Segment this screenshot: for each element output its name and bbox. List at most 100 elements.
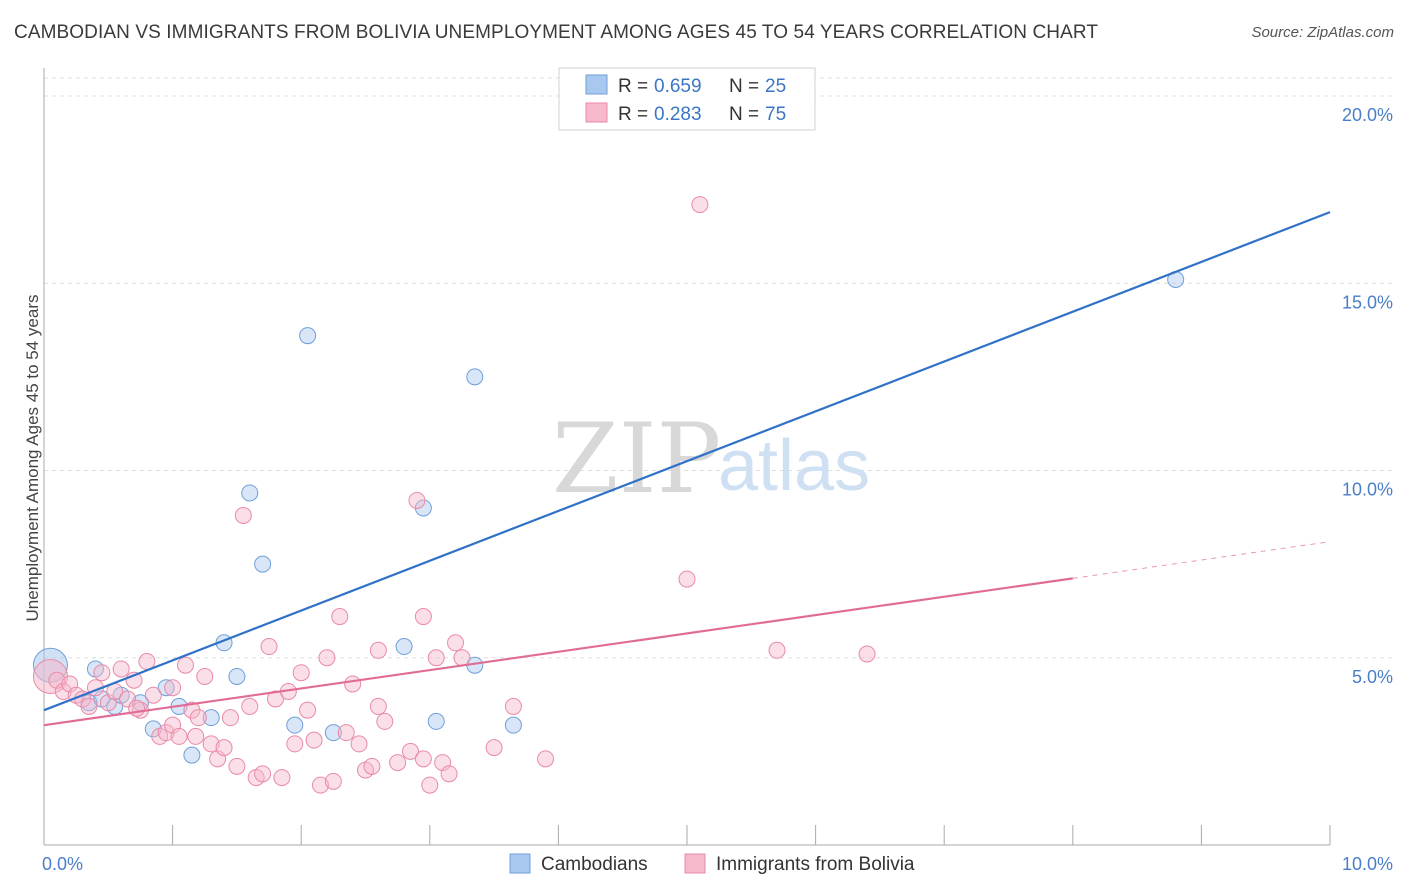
- point-bolivia-50: [363, 757, 381, 775]
- points-layer: [32, 196, 1185, 794]
- trend-line-cambodians: [43, 211, 1331, 712]
- point-bolivia-74: [369, 641, 387, 659]
- point-bolivia-72: [187, 727, 205, 745]
- y-tick-label-0: 5.0%: [1352, 667, 1393, 687]
- y-tick-label-1: 10.0%: [1342, 480, 1393, 500]
- point-bolivia-36: [273, 769, 291, 787]
- point-bolivia-48: [350, 735, 368, 753]
- point-bolivia-28: [221, 709, 239, 727]
- trend-line-bolivia: [43, 577, 1073, 727]
- point-bolivia-70: [164, 679, 182, 697]
- point-bolivia-69: [858, 645, 876, 663]
- bottom-legend-label-bolivia: Immigrants from Bolivia: [716, 854, 915, 875]
- point-bolivia-30: [234, 506, 252, 524]
- point-bolivia-27: [215, 739, 233, 757]
- point-bolivia-68: [768, 641, 786, 659]
- point-bolivia-20: [170, 727, 188, 745]
- legend-swatch-cambodians: [585, 74, 608, 95]
- point-bolivia-64: [504, 697, 522, 715]
- point-bolivia-25: [202, 735, 220, 753]
- legend-r-value-0: 0.659: [654, 76, 702, 97]
- point-bolivia-34: [260, 638, 278, 656]
- point-bolivia-16: [144, 686, 162, 704]
- point-bolivia-12: [119, 690, 137, 708]
- trend-layer: [43, 211, 1331, 727]
- x-tick-label-0: 0.0%: [42, 854, 83, 874]
- point-bolivia-31: [241, 697, 259, 715]
- legend-swatch-bolivia: [585, 102, 608, 123]
- watermark: ZIP atlas: [552, 403, 870, 515]
- legend-r-label-0: R =: [618, 76, 648, 97]
- point-bolivia-29: [228, 757, 246, 775]
- point-bolivia-45: [331, 608, 349, 626]
- point-bolivia-61: [447, 634, 465, 652]
- bottom-legend-swatch-bolivia: [684, 853, 706, 874]
- point-bolivia-39: [292, 664, 310, 682]
- source-label: Source: ZipAtlas.com: [1251, 24, 1394, 41]
- point-bolivia-38: [286, 735, 304, 753]
- point-cambodians-19: [395, 638, 413, 656]
- trend-line-bolivia-dashed: [1072, 541, 1331, 579]
- point-bolivia-73: [414, 750, 432, 768]
- point-bolivia-46: [337, 724, 355, 742]
- point-cambodians-14: [241, 484, 259, 502]
- point-cambodians-16: [286, 716, 304, 734]
- point-bolivia-40: [299, 701, 317, 719]
- point-cambodians-23: [504, 716, 522, 734]
- watermark-atlas: atlas: [718, 426, 870, 506]
- point-bolivia-71: [128, 699, 146, 717]
- point-bolivia-44: [324, 772, 342, 790]
- legend-r-value-1: 0.283: [654, 104, 702, 125]
- point-bolivia-6: [80, 697, 98, 715]
- bottom-legend-label-cambodians: Cambodians: [541, 854, 648, 875]
- point-bolivia-8: [93, 664, 111, 682]
- point-cambodians-7: [157, 679, 175, 697]
- legend-n-value-1: 75: [765, 104, 786, 125]
- point-bolivia-33: [254, 765, 272, 783]
- point-bolivia-11: [112, 660, 130, 678]
- point-bolivia-65: [537, 750, 555, 768]
- point-bolivia-67: [691, 196, 709, 214]
- point-bolivia-56: [414, 608, 432, 626]
- point-bolivia-63: [485, 739, 503, 757]
- point-cambodians-10: [183, 746, 201, 764]
- point-bolivia-58: [427, 649, 445, 667]
- point-cambodians-18: [324, 724, 342, 742]
- bottom-legend: Cambodians Immigrants from Bolivia: [509, 853, 915, 875]
- axis-layer: 5.0% 10.0% 15.0% 20.0% 0.0% 10.0%: [42, 68, 1393, 874]
- point-bolivia-23: [189, 709, 207, 727]
- legend-r-label-1: R =: [618, 104, 648, 125]
- point-bolivia-35: [266, 690, 284, 708]
- point-bolivia-24: [196, 667, 214, 685]
- point-cambodians-24: [466, 368, 484, 386]
- bottom-legend-swatch-cambodians: [509, 853, 531, 874]
- watermark-zip: ZIP: [552, 403, 721, 515]
- point-cambodians-21: [427, 712, 445, 730]
- point-bolivia-51: [369, 697, 387, 715]
- point-bolivia-43: [318, 649, 336, 667]
- point-bolivia-53: [389, 754, 407, 772]
- point-cambodians-15: [254, 555, 272, 573]
- point-bolivia-62: [453, 649, 471, 667]
- point-bolivia-54: [402, 742, 420, 760]
- point-bolivia-42: [311, 776, 329, 794]
- point-bolivia-52: [376, 712, 394, 730]
- chart-title: CAMBODIAN VS IMMIGRANTS FROM BOLIVIA UNE…: [14, 22, 1099, 43]
- y-axis-label: Unemployment Among Ages 45 to 54 years: [23, 295, 42, 622]
- point-cambodians-11: [202, 709, 220, 727]
- point-cambodians-17: [299, 327, 317, 345]
- grid-layer: [44, 77, 1392, 659]
- point-bolivia-47: [344, 675, 362, 693]
- legend-n-label-1: N =: [729, 104, 759, 125]
- point-bolivia-60: [440, 765, 458, 783]
- y-tick-label-3: 20.0%: [1342, 105, 1393, 125]
- point-bolivia-57: [421, 776, 439, 794]
- y-tick-label-2: 15.0%: [1342, 292, 1393, 312]
- legend-n-value-0: 25: [765, 76, 786, 97]
- legend-n-label-0: N =: [729, 76, 759, 97]
- x-tick-label-1: 10.0%: [1342, 854, 1393, 874]
- point-bolivia-66: [678, 570, 696, 588]
- legend: R = 0.659 N = 25 R = 0.283 N = 75: [558, 67, 816, 131]
- point-cambodians-13: [228, 667, 246, 685]
- point-bolivia-55: [408, 491, 426, 509]
